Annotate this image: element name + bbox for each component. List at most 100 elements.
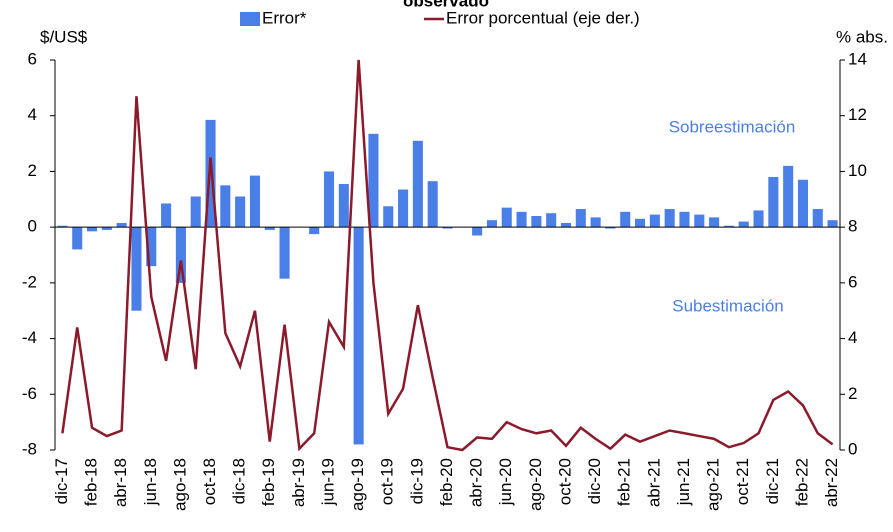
bar — [753, 210, 764, 228]
bar — [235, 196, 246, 228]
bar — [57, 225, 68, 228]
legend-swatch — [240, 12, 260, 26]
bar — [723, 225, 734, 228]
x-tick-label: oct-20 — [555, 458, 574, 505]
bar — [383, 206, 394, 228]
bar — [797, 179, 809, 228]
bar — [427, 181, 438, 228]
legend-label: Error* — [262, 8, 307, 27]
chart-title: observado — [403, 0, 489, 10]
bar — [531, 216, 542, 228]
bar — [560, 222, 572, 228]
x-tick-label: abr-19 — [289, 458, 308, 507]
x-tick-label: dic-18 — [230, 458, 249, 504]
bar — [679, 211, 690, 228]
bar — [412, 140, 423, 228]
bar — [694, 214, 705, 228]
y-tick-label: -2 — [22, 272, 37, 291]
bar — [590, 217, 601, 228]
y2-tick-label: 10 — [848, 161, 867, 180]
y-tick-label: -8 — [22, 439, 37, 458]
x-tick-label: oct-19 — [378, 458, 397, 505]
y2-tick-label: 0 — [848, 439, 857, 458]
y2-tick-label: 4 — [848, 328, 857, 347]
y-tick-label: 4 — [28, 105, 37, 124]
bar — [161, 203, 172, 228]
bar — [501, 207, 512, 228]
bar — [101, 227, 112, 230]
x-tick-label: feb-18 — [82, 458, 101, 506]
bar — [738, 221, 749, 228]
line — [61, 59, 834, 452]
bar — [635, 218, 646, 228]
bar — [442, 227, 453, 229]
bar — [86, 227, 98, 232]
y2-tick-label: 8 — [848, 217, 857, 236]
bar — [146, 227, 157, 267]
y2-tick-label: 2 — [848, 384, 857, 403]
x-tick-label: feb-20 — [437, 458, 456, 506]
x-tick-label: dic-21 — [763, 458, 782, 504]
bar — [709, 217, 720, 228]
legend-label: Error porcentual (eje der.) — [446, 8, 640, 27]
x-tick-label: abr-22 — [822, 458, 841, 507]
bar — [620, 211, 631, 228]
bar — [309, 227, 320, 235]
x-tick-label: ago-21 — [704, 458, 723, 511]
y2-tick-label: 12 — [848, 105, 867, 124]
y2-tick-label: 6 — [848, 272, 857, 291]
x-tick-label: abr-21 — [644, 458, 663, 507]
bar — [472, 227, 483, 236]
bar — [323, 171, 335, 228]
bar — [768, 177, 779, 228]
bar — [338, 183, 349, 228]
x-tick-label: feb-22 — [792, 458, 811, 506]
y-tick-label: 6 — [28, 49, 37, 68]
x-tick-label: feb-21 — [615, 458, 634, 506]
y-tick-label: -6 — [22, 384, 37, 403]
x-tick-label: jun-20 — [496, 458, 515, 506]
y2-tick-label: 14 — [848, 49, 867, 68]
bar — [575, 209, 586, 228]
bar — [220, 185, 231, 228]
y-axis-label: $/US$ — [40, 27, 88, 46]
bar — [368, 133, 379, 228]
bar — [812, 209, 823, 228]
x-tick-label: dic-17 — [52, 458, 71, 504]
annotation: Sobreestimación — [669, 117, 796, 136]
bar — [72, 227, 83, 250]
bar — [353, 227, 364, 445]
bar — [131, 227, 142, 311]
y-tick-label: 2 — [28, 161, 37, 180]
x-tick-label: oct-18 — [200, 458, 219, 505]
x-tick-label: ago-19 — [348, 458, 367, 511]
x-tick-label: jun-21 — [674, 458, 693, 506]
bar — [486, 220, 497, 228]
x-tick-label: dic-19 — [407, 458, 426, 504]
x-tick-label: jun-19 — [318, 458, 337, 506]
x-tick-label: jun-18 — [141, 458, 160, 506]
y2-axis-label: % abs. — [836, 27, 888, 46]
bar — [116, 222, 127, 228]
x-tick-label: abr-20 — [467, 458, 486, 507]
bar — [546, 213, 557, 228]
bar — [664, 209, 675, 228]
y-tick-label: -4 — [22, 328, 37, 347]
bar — [827, 220, 838, 228]
bar — [279, 227, 290, 279]
x-tick-label: oct-21 — [733, 458, 752, 505]
y-tick-label: 0 — [28, 217, 37, 236]
bar — [264, 227, 275, 230]
bar — [249, 175, 260, 228]
x-tick-label: dic-20 — [585, 458, 604, 504]
bar — [783, 165, 794, 228]
x-tick-label: ago-18 — [170, 458, 189, 511]
x-tick-label: feb-19 — [259, 458, 278, 506]
x-tick-label: ago-20 — [526, 458, 545, 511]
annotation: Subestimación — [672, 296, 784, 315]
bar — [175, 227, 186, 283]
x-tick-label: abr-18 — [111, 458, 130, 507]
bar — [649, 214, 660, 228]
bar — [398, 189, 409, 228]
